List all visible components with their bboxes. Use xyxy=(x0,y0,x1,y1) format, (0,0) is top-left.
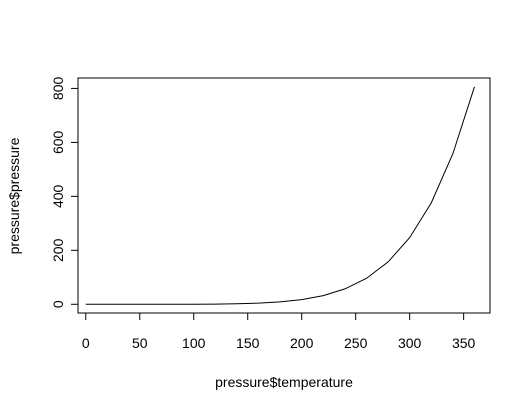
x-tick-label: 100 xyxy=(182,335,206,351)
y-tick-label: 800 xyxy=(50,77,66,101)
plot-box xyxy=(77,77,491,314)
x-tick-label: 50 xyxy=(132,335,148,351)
y-axis-label: pressure$pressure xyxy=(6,137,22,254)
x-tick-label: 350 xyxy=(452,335,476,351)
x-tick-label: 250 xyxy=(344,335,368,351)
y-tick-label: 200 xyxy=(50,238,66,262)
x-tick-label: 200 xyxy=(290,335,314,351)
y-axis: 0 200 400 600 800 xyxy=(50,77,79,308)
y-tick-label: 400 xyxy=(50,184,66,208)
x-axis-label: pressure$temperature xyxy=(215,374,353,390)
x-tick-label: 300 xyxy=(398,335,422,351)
series-line xyxy=(85,86,475,305)
y-tick-label: 0 xyxy=(50,300,66,308)
y-tick-label: 600 xyxy=(50,130,66,154)
x-tick-label: 150 xyxy=(236,335,260,351)
x-axis: 0 50 100 150 200 250 300 350 xyxy=(82,312,476,351)
x-tick-label: 0 xyxy=(82,335,90,351)
